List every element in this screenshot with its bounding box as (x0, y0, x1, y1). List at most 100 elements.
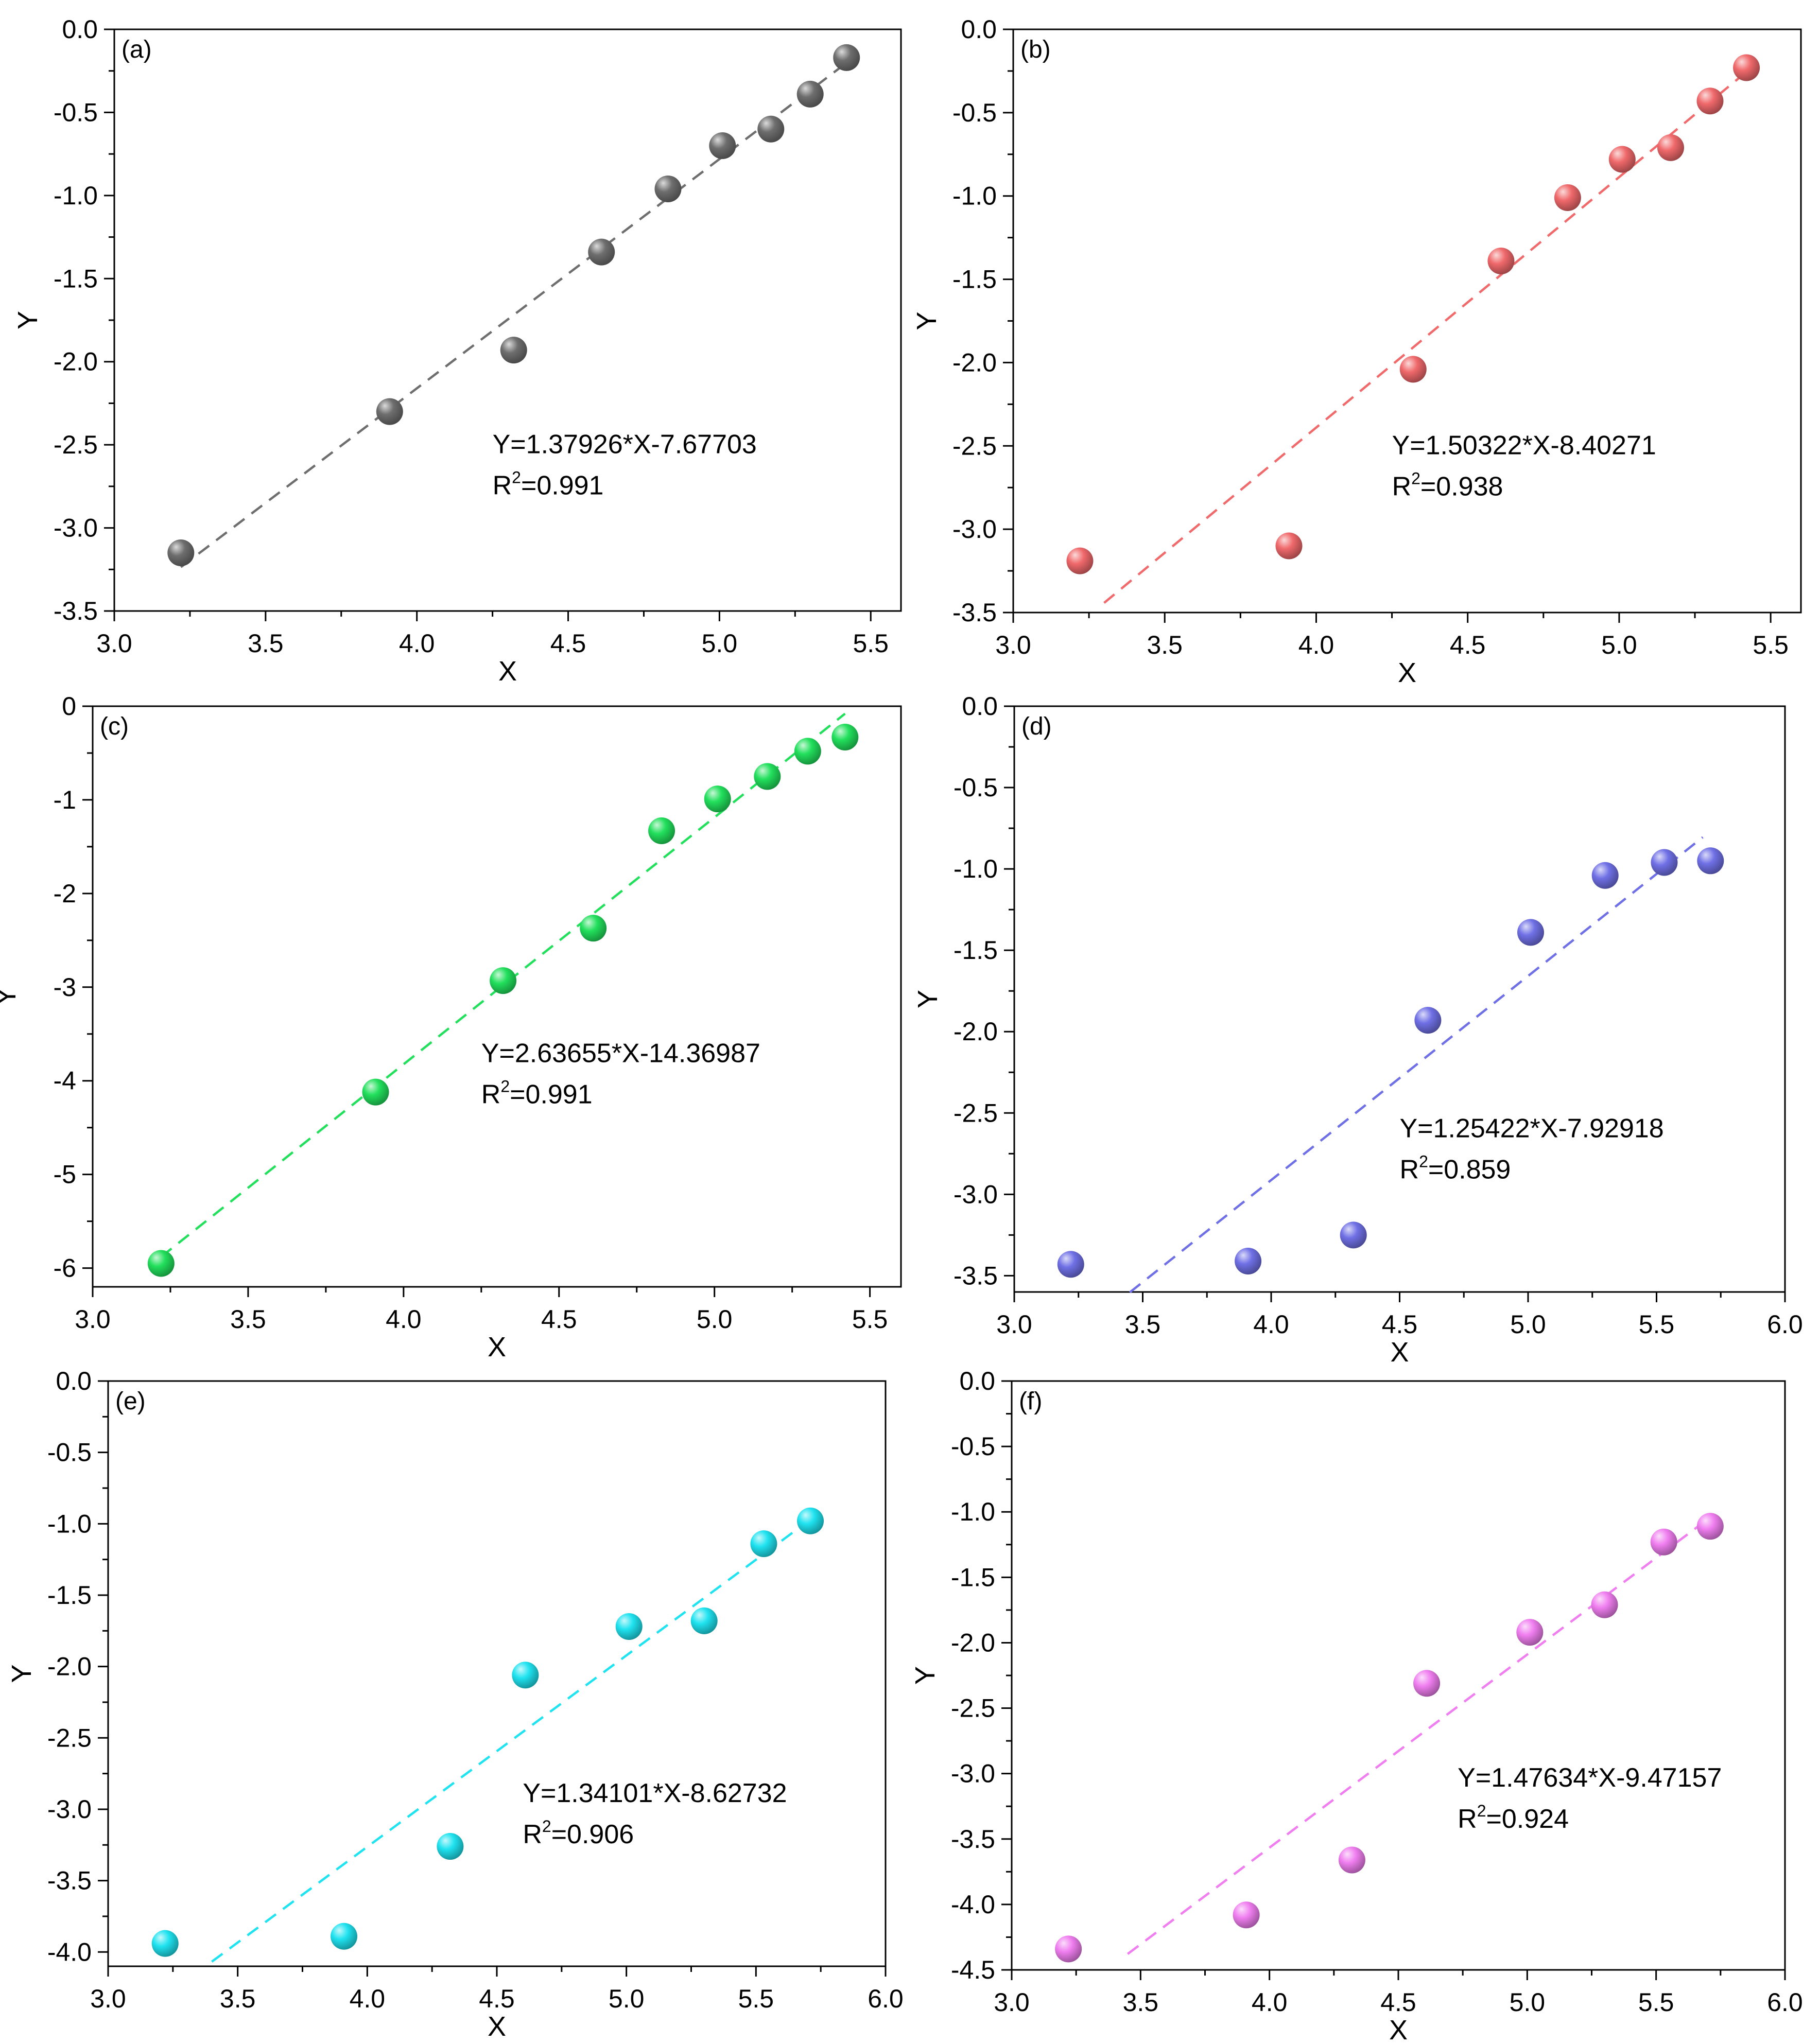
x-tick-label: 5.5 (852, 1305, 888, 1334)
data-point (1696, 1513, 1724, 1540)
panel-label: (d) (1021, 713, 1052, 740)
data-point (1275, 532, 1303, 560)
x-axis-title: X (1390, 1337, 1409, 1368)
data-point (580, 915, 607, 942)
x-tick-label: 3.0 (994, 1988, 1030, 2017)
data-point (1696, 88, 1724, 115)
plot-frame (1013, 705, 1786, 1293)
x-tick-label: 3.5 (230, 1305, 266, 1334)
data-point (709, 132, 736, 159)
x-tick-label: 4.5 (1450, 631, 1486, 659)
data-point (831, 724, 859, 751)
y-axis-title: Y (12, 311, 43, 329)
fit-line (160, 712, 846, 1258)
x-tick-label: 4.5 (550, 629, 586, 658)
y-tick-label: -2.5 (951, 1694, 995, 1723)
r-squared-value: =0.991 (521, 470, 604, 500)
r-squared-label: R (481, 1079, 501, 1109)
r-squared-value: =0.991 (510, 1079, 592, 1109)
fit-equation: Y=1.47634*X-9.47157 (1458, 1763, 1722, 1793)
r-squared-label: R (1458, 1804, 1477, 1834)
data-point (512, 1662, 539, 1689)
x-axis-title: X (1389, 2015, 1408, 2044)
data-point (654, 175, 682, 202)
x-tick-label: 6.0 (1767, 1988, 1803, 2017)
y-axis-title: Y (0, 987, 22, 1006)
data-point (1055, 1935, 1082, 1963)
x-tick-label: 4.5 (1380, 1988, 1416, 2017)
data-point (362, 1078, 389, 1106)
data-point (1233, 1901, 1260, 1929)
y-tick-label: 0.0 (962, 692, 998, 721)
y-tick-label: -4.5 (951, 1955, 995, 1984)
x-tick-label: 3.0 (90, 1984, 126, 2013)
y-tick-label: -3 (54, 973, 76, 1002)
y-tick-label: -1.5 (951, 1563, 995, 1592)
x-tick-label: 5.0 (609, 1984, 645, 2013)
y-tick-label: -0.5 (951, 1432, 995, 1461)
data-point (648, 817, 675, 844)
plot-frame (107, 1380, 887, 1967)
r-squared: R2=0.991 (481, 1077, 593, 1109)
x-tick-label: 5.5 (738, 1984, 774, 2013)
data-point (1733, 54, 1760, 81)
y-tick-label: -0.5 (952, 98, 997, 127)
x-tick-label: 4.0 (399, 629, 435, 658)
y-tick-label: -1.0 (954, 854, 998, 883)
x-tick-label: 6.0 (1767, 1310, 1803, 1339)
y-tick-label: -5 (54, 1160, 76, 1189)
r-squared: R2=0.938 (1392, 469, 1503, 501)
y-tick-label: -2.5 (47, 1723, 92, 1752)
data-point (147, 1250, 175, 1277)
fit-line (180, 55, 857, 568)
x-tick-label: 3.5 (1123, 1988, 1159, 2017)
fit-equation: Y=1.37926*X-7.67703 (493, 429, 757, 459)
y-tick-label: -3.0 (47, 1795, 92, 1824)
r-squared-superscript: 2 (1477, 1802, 1486, 1820)
y-tick-label: -1.0 (951, 1497, 995, 1526)
x-tick-label: 5.0 (702, 629, 738, 658)
r-squared-superscript: 2 (1411, 469, 1420, 487)
fit-line (1129, 836, 1704, 1294)
y-tick-label: -1.0 (54, 181, 98, 210)
x-tick-label: 5.5 (1638, 1988, 1674, 2017)
x-tick-label: 4.0 (1298, 631, 1334, 659)
panel-label: (a) (122, 36, 152, 63)
y-tick-label: -3.0 (952, 515, 997, 544)
data-point (757, 115, 785, 143)
data-point (794, 738, 821, 765)
fit-line (1126, 1518, 1709, 1955)
data-point (490, 967, 517, 994)
r-squared: R2=0.906 (523, 1817, 634, 1849)
data-point (1650, 1528, 1677, 1556)
data-point (1517, 919, 1544, 946)
y-axis-title: Y (912, 990, 943, 1008)
data-point (797, 1507, 824, 1534)
y-tick-label: -2.0 (47, 1652, 92, 1681)
data-point (1651, 849, 1678, 876)
chart-panel-d: 3.0 3.5 4.0 4.5 5.0 5.5 6.0 0.0 -0.5 -1.0 -1.5 -2.0… (912, 692, 1803, 1368)
y-tick-label: -3.0 (951, 1759, 995, 1788)
fit-equation: Y=1.50322*X-8.40271 (1392, 430, 1656, 460)
x-tick-label: 3.5 (1125, 1310, 1161, 1339)
y-tick-label: -1.5 (54, 264, 98, 293)
data-point (754, 763, 781, 790)
y-tick-label: -2.5 (954, 1098, 998, 1127)
data-point (1413, 1670, 1441, 1697)
x-tick-label: 5.0 (697, 1305, 733, 1334)
y-tick-label: -3.5 (54, 597, 98, 625)
y-tick-label: -1.5 (954, 936, 998, 965)
data-point (1340, 1221, 1367, 1249)
y-tick-label: -2.5 (952, 431, 997, 460)
x-tick-label: 3.0 (96, 629, 132, 658)
fit-line (211, 1524, 804, 1963)
data-point (1057, 1251, 1084, 1278)
chart-panel-b: 3.0 3.5 4.0 4.5 5.0 5.5 0.0 -0.5 -1.0 -1.5 -2.0 -2.… (911, 15, 1802, 688)
r-squared-superscript: 2 (542, 1817, 551, 1836)
r-squared-label: R (523, 1820, 542, 1849)
fit-equation: Y=2.63655*X-14.36987 (481, 1038, 760, 1068)
data-point (500, 337, 527, 364)
y-tick-label: -1.5 (47, 1581, 92, 1610)
data-point (167, 539, 195, 566)
x-tick-label: 3.5 (248, 629, 284, 658)
